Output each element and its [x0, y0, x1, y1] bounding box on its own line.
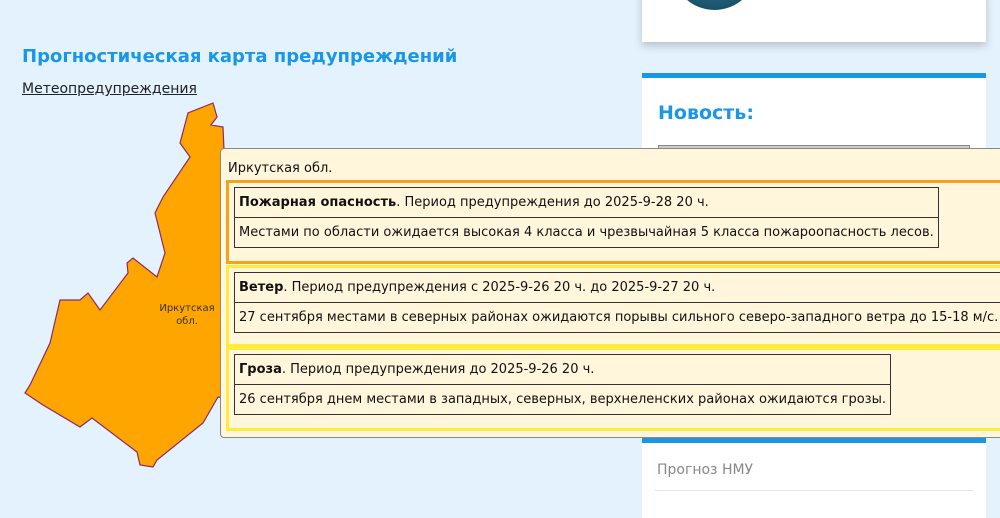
sidebar-banner-card[interactable]: 2025 [642, 0, 986, 42]
warning-fire: Пожарная опасность. Период предупреждени… [226, 180, 1000, 264]
warning-text: 26 сентября днем местами в западных, сев… [235, 385, 891, 415]
globe-image [672, 0, 757, 10]
warning-map[interactable] [0, 0, 240, 497]
warning-text: Местами по области ожидается высокая 4 к… [235, 218, 939, 248]
divider [655, 490, 973, 491]
tooltip-region: Иркутская обл. [228, 161, 332, 176]
warning-text: 27 сентября местами в северных районах о… [235, 303, 1000, 333]
warning-wind: Ветер. Период предупреждения с 2025-9-26… [226, 265, 1000, 347]
warning-thunderstorm: Гроза. Период предупреждения до 2025-9-2… [226, 347, 1000, 431]
banner-year: 2025 [784, 0, 829, 1]
region-tooltip: Иркутская обл. Пожарная опасность. Перио… [220, 148, 1000, 438]
region-irkutsk[interactable] [25, 103, 240, 467]
divider [642, 438, 986, 443]
news-title: Новость: [658, 102, 754, 124]
nmu-forecast-link[interactable]: Прогноз НМУ [657, 462, 753, 478]
